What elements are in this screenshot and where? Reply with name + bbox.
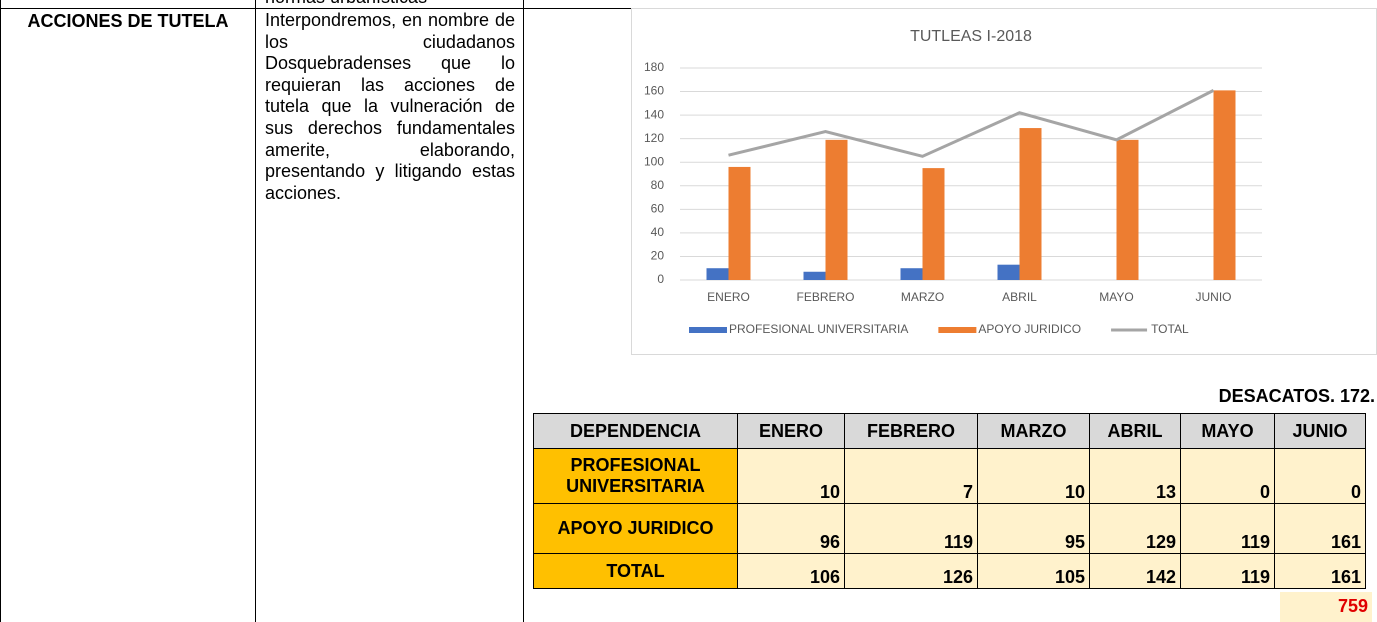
- line-series: [728, 89, 1215, 158]
- table-row: TOTAL 106 126 105 142 119 161: [533, 553, 1366, 589]
- table-cell: TOTAL: [533, 553, 738, 589]
- chart-title: TUTLEAS I-2018: [910, 28, 1032, 45]
- y-tick-label: 80: [651, 178, 665, 192]
- data-table: DEPENDENCIA ENERO FEBRERO MARZO ABRIL MAYO JUN…: [533, 413, 1366, 589]
- bar: [922, 168, 945, 280]
- legend-swatch: [689, 327, 727, 333]
- table-cell: MARZO: [977, 413, 1090, 449]
- header-row: DEPENDENCIA ENERO FEBRERO MARZO ABRIL MAYO JUN…: [533, 413, 1366, 449]
- table-cell: 119: [844, 503, 978, 554]
- bar: [803, 271, 826, 280]
- x-tick-label: ABRIL: [1002, 290, 1037, 304]
- table-cell: MAYO: [1180, 413, 1275, 449]
- border: [255, 0, 256, 622]
- legend-label: APOYO JURIDICO: [978, 322, 1081, 336]
- description: Interpondremos, en nombre de los ciudada…: [265, 10, 515, 203]
- chart-frame: [631, 8, 1377, 355]
- legend-swatch: [938, 327, 977, 333]
- table-cell: 126: [844, 553, 978, 589]
- table-caption: DESACATOS. 172.: [1218, 386, 1375, 406]
- table-cell: ENERO: [737, 413, 845, 449]
- grand-total: 759: [1280, 592, 1372, 622]
- table-cell: PROFESIONAL UNIVERSITARIA: [533, 448, 738, 504]
- table-cell: 119: [1180, 553, 1275, 589]
- table-cell: APOYO JURIDICO: [533, 503, 738, 554]
- table-cell: 105: [977, 553, 1090, 589]
- y-tick-label: 20: [651, 249, 665, 263]
- section-title: ACCIONES DE TUTELA: [27, 11, 229, 31]
- table-cell: 13: [1089, 448, 1181, 504]
- bar: [1019, 128, 1042, 280]
- legend-label: PROFESIONAL UNIVERSITARIA: [729, 322, 908, 336]
- x-tick-label: MARZO: [901, 290, 944, 304]
- x-tick-label: MAYO: [1099, 290, 1133, 304]
- x-tick-label: FEBRERO: [796, 290, 854, 304]
- bar: [1213, 90, 1236, 280]
- top-cell-text: normas urbanísticas: [265, 0, 427, 8]
- table-cell: 129: [1089, 503, 1181, 554]
- x-tick-label: ENERO: [707, 290, 750, 304]
- bar: [825, 139, 848, 280]
- table-cell: 10: [737, 448, 845, 504]
- y-tick-label: 180: [644, 60, 664, 74]
- y-tick-label: 140: [644, 107, 664, 121]
- table-cell: ABRIL: [1089, 413, 1181, 449]
- chart: TUTLEAS I-2018 0 20 40 60 80 100 120 140 160 180 E…: [631, 8, 1377, 355]
- table-cell: 142: [1089, 553, 1181, 589]
- table-cell: 161: [1274, 553, 1366, 589]
- table-row: APOYO JURIDICO 96 119 95 129 119 161: [533, 503, 1366, 554]
- y-tick-label: 40: [651, 225, 665, 239]
- table-row: PROFESIONAL UNIVERSITARIA 10 7 10 13 0 0: [533, 448, 1366, 504]
- x-tick-label: JUNIO: [1196, 290, 1232, 304]
- bar: [728, 166, 751, 280]
- y-tick-label: 0: [657, 272, 664, 286]
- y-tick-label: 120: [644, 131, 664, 145]
- border: [0, 0, 1, 622]
- table-cell: DEPENDENCIA: [533, 413, 738, 449]
- y-tick-label: 100: [644, 154, 664, 168]
- table-cell: FEBRERO: [844, 413, 978, 449]
- table-cell: 119: [1180, 503, 1275, 554]
- table-cell: 7: [844, 448, 978, 504]
- bar: [997, 264, 1020, 280]
- y-tick-label: 60: [651, 202, 665, 216]
- table-cell: JUNIO: [1274, 413, 1366, 449]
- legend-label: TOTAL: [1151, 322, 1189, 336]
- table-cell: 106: [737, 553, 845, 589]
- chart-box: TUTLEAS I-2018 0 20 40 60 80 100 120 140 160 180 E…: [631, 8, 1377, 360]
- bar: [900, 268, 923, 280]
- table-cell: 0: [1274, 448, 1366, 504]
- border: [523, 0, 524, 622]
- table-cell: 95: [977, 503, 1090, 554]
- table-cell: 161: [1274, 503, 1366, 554]
- y-tick-label: 160: [644, 84, 664, 98]
- table-cell: 96: [737, 503, 845, 554]
- table-cell: 0: [1180, 448, 1275, 504]
- bar: [1116, 139, 1139, 280]
- table-cell: 10: [977, 448, 1090, 504]
- bar: [706, 268, 729, 280]
